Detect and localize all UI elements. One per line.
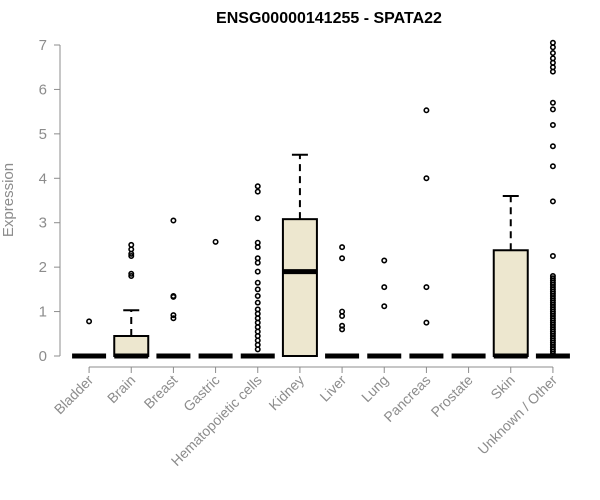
outlier-point xyxy=(423,175,430,182)
outlier-point xyxy=(254,188,261,195)
outlier-point xyxy=(549,273,556,280)
x-tick-label: Bladder xyxy=(51,372,97,418)
outlier-point xyxy=(128,270,135,277)
outlier-point xyxy=(254,286,261,293)
outlier-point xyxy=(212,238,219,245)
outlier-point xyxy=(549,198,556,205)
outlier-point xyxy=(86,318,93,325)
box-body xyxy=(113,335,150,357)
y-tick-label: 3 xyxy=(39,215,47,232)
outlier-point xyxy=(339,326,346,333)
box-bladder xyxy=(72,318,107,359)
x-tick-label: Kidney xyxy=(265,372,307,414)
outlier-point xyxy=(549,253,556,260)
outlier-point xyxy=(170,217,177,224)
outlier-point xyxy=(254,183,261,190)
outlier-point xyxy=(423,107,430,114)
box-body xyxy=(492,249,529,357)
x-tick-label: Breast xyxy=(141,372,181,412)
box-kidney xyxy=(281,153,318,357)
box-skin xyxy=(492,195,529,359)
x-tick-label: Liver xyxy=(316,372,349,405)
y-tick-label: 6 xyxy=(39,81,47,98)
y-tick-label: 5 xyxy=(39,126,47,143)
outlier-point xyxy=(549,143,556,150)
box-body xyxy=(281,218,318,357)
y-axis: 0 1 2 3 4 5 6 7 xyxy=(39,37,61,365)
outlier-point xyxy=(549,275,556,282)
box-liver xyxy=(325,244,360,359)
box-hematopoietic-cells xyxy=(240,183,275,359)
y-tick-label: 1 xyxy=(39,304,47,321)
outlier-point xyxy=(170,315,177,322)
outlier-point xyxy=(549,39,556,46)
outlier-point xyxy=(339,322,346,329)
outlier-point xyxy=(549,163,556,170)
outlier-point xyxy=(128,273,135,280)
chart-title: ENSG00000141255 - SPATA22 xyxy=(216,10,442,27)
x-tick-label: Skin xyxy=(487,372,518,403)
outlier-point xyxy=(170,312,177,319)
y-tick-label: 2 xyxy=(39,259,47,276)
outlier-point xyxy=(254,293,261,300)
outlier-point xyxy=(549,106,556,113)
y-tick-label: 4 xyxy=(39,170,47,187)
outlier-point xyxy=(339,255,346,262)
outlier-point xyxy=(549,121,556,128)
outlier-point xyxy=(254,239,261,246)
box-series xyxy=(72,39,570,359)
outlier-point xyxy=(170,293,177,300)
outlier-point xyxy=(128,241,135,248)
outlier-point xyxy=(254,279,261,286)
box-brain xyxy=(113,241,150,359)
outlier-point xyxy=(339,308,346,315)
outlier-point xyxy=(549,99,556,106)
outlier-point xyxy=(381,257,388,264)
x-tick-label: Brain xyxy=(104,372,138,406)
box-unknown-other xyxy=(535,39,570,359)
box-pancreas xyxy=(409,107,444,359)
outlier-point xyxy=(549,55,556,62)
outlier-point xyxy=(254,255,261,262)
box-gastric xyxy=(198,238,233,359)
outlier-point xyxy=(254,215,261,222)
y-tick-label: 0 xyxy=(39,348,47,365)
outlier-point xyxy=(381,303,388,310)
x-tick-label: Pancreas xyxy=(380,372,433,425)
outlier-point xyxy=(339,244,346,251)
y-tick-label: 7 xyxy=(39,37,47,54)
x-tick-label: Prostate xyxy=(428,372,476,420)
outlier-point xyxy=(423,319,430,326)
outlier-point xyxy=(549,49,556,56)
y-axis-label: Expression xyxy=(0,163,17,237)
box-breast xyxy=(156,217,191,359)
box-lung xyxy=(367,257,402,359)
outlier-point xyxy=(423,284,430,291)
outlier-point xyxy=(381,284,388,291)
outlier-point xyxy=(254,299,261,306)
outlier-point xyxy=(254,268,261,275)
x-tick-label: Lung xyxy=(358,372,391,405)
x-tick-label: Unknown / Other xyxy=(474,372,560,458)
outlier-point xyxy=(128,253,135,260)
outlier-point xyxy=(254,306,261,313)
